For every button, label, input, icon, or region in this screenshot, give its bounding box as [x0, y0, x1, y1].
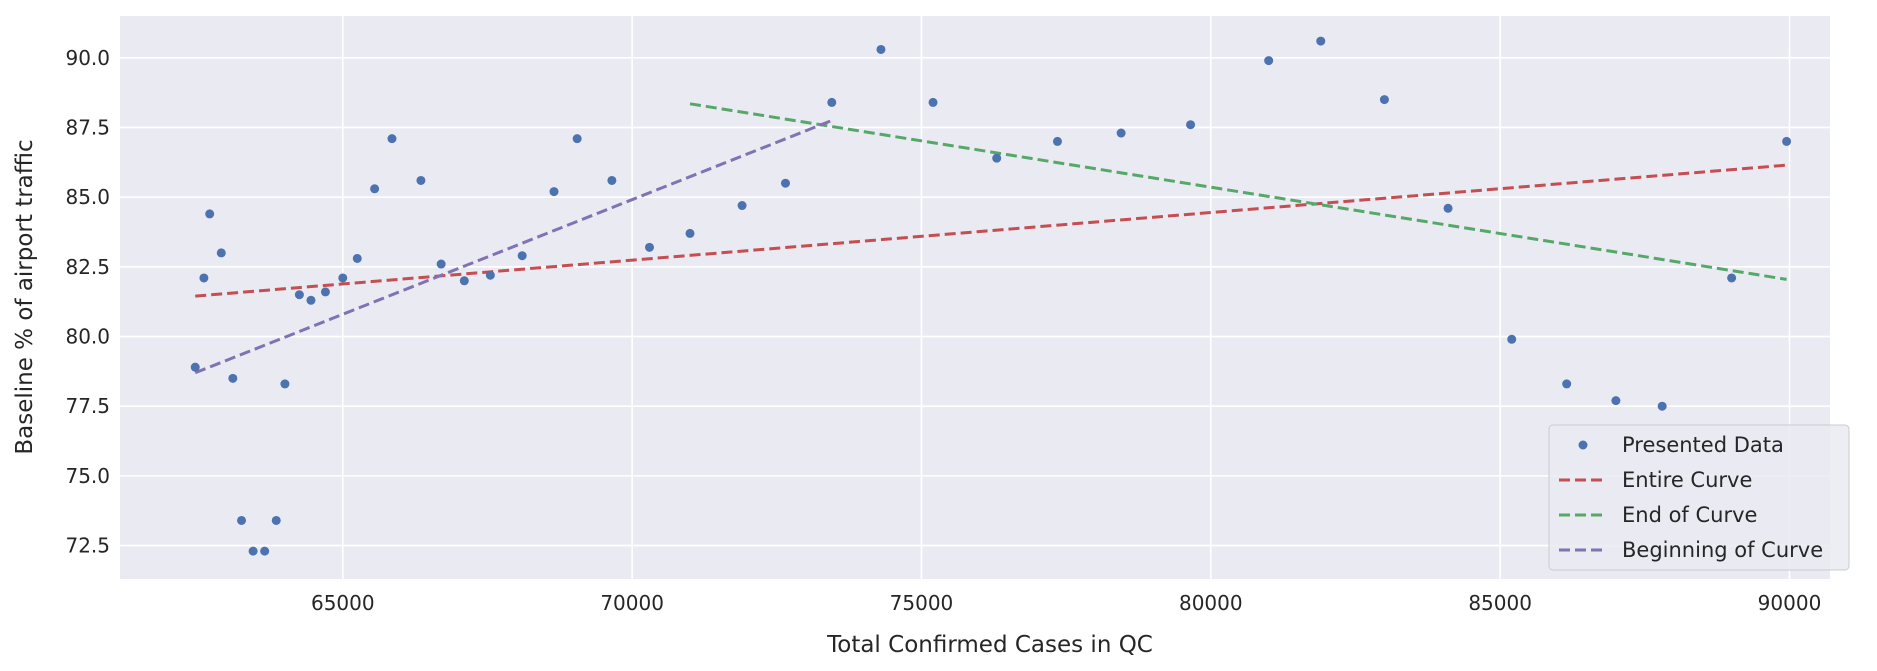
data-point: [271, 515, 281, 525]
data-point: [992, 153, 1002, 163]
data-point: [280, 379, 290, 389]
x-axis-ticks: 65000 70000 75000 80000 85000 90000: [311, 591, 1821, 615]
legend-label: Presented Data: [1622, 433, 1784, 457]
data-point: [780, 178, 790, 188]
y-tick-label: 80.0: [65, 325, 110, 349]
data-point: [190, 362, 200, 372]
end-of-curve-line: [689, 102, 1787, 281]
data-point: [1379, 95, 1389, 105]
data-point: [485, 270, 495, 280]
data-point: [306, 295, 316, 305]
data-point: [370, 184, 380, 194]
entire-curve-line: [195, 163, 1787, 298]
y-tick-label: 85.0: [65, 185, 110, 209]
data-point: [1657, 401, 1667, 411]
grid-lines: [120, 16, 1830, 579]
data-point: [294, 290, 304, 300]
data-point: [387, 134, 397, 144]
data-point: [205, 209, 215, 219]
data-point: [248, 546, 258, 556]
data-point: [1507, 334, 1517, 344]
data-point: [572, 134, 582, 144]
y-axis-label: Baseline % of airport traffic: [12, 139, 38, 454]
y-axis-ticks: 72.5 75.0 77.5 80.0 82.5 85.0 87.5 90.0: [65, 46, 110, 558]
data-point: [827, 97, 837, 107]
data-point: [338, 273, 348, 283]
y-tick-label: 77.5: [65, 394, 110, 418]
data-point: [260, 546, 270, 556]
x-axis-label: Total Confirmed Cases in QC: [826, 632, 1153, 658]
data-point: [199, 273, 209, 283]
y-tick-label: 90.0: [65, 46, 110, 70]
x-tick-label: 70000: [600, 591, 664, 615]
data-point: [237, 515, 247, 525]
data-point: [1186, 120, 1196, 130]
data-point: [1116, 128, 1126, 138]
legend-label: End of Curve: [1622, 503, 1757, 527]
x-tick-label: 75000: [890, 591, 954, 615]
y-tick-label: 82.5: [65, 255, 110, 279]
x-tick-label: 65000: [311, 591, 375, 615]
data-point: [1782, 136, 1792, 146]
data-point: [1727, 273, 1737, 283]
data-point: [607, 175, 617, 185]
plot-background: [120, 16, 1830, 579]
y-tick-label: 75.0: [65, 464, 110, 488]
data-point: [352, 253, 362, 263]
data-point: [228, 373, 238, 383]
y-tick-label: 87.5: [65, 115, 110, 139]
data-point: [1611, 396, 1621, 406]
data-point: [216, 248, 226, 258]
data-point: [549, 187, 559, 197]
legend-label: Beginning of Curve: [1622, 538, 1823, 562]
data-point: [517, 251, 527, 261]
data-point: [416, 175, 426, 185]
data-point: [459, 276, 469, 286]
legend-box: [1548, 424, 1850, 571]
data-point: [436, 259, 446, 269]
data-point: [1316, 36, 1326, 46]
data-point: [876, 44, 886, 54]
data-point: [928, 97, 938, 107]
data-point: [1264, 56, 1274, 66]
data-point: [1443, 203, 1453, 213]
data-point: [737, 201, 747, 211]
x-tick-label: 80000: [1179, 591, 1243, 615]
data-point: [320, 287, 330, 297]
data-point: [1562, 379, 1572, 389]
trend-lines: [194, 102, 1787, 375]
data-point: [644, 242, 654, 252]
y-tick-label: 72.5: [65, 534, 110, 558]
data-points: [190, 36, 1792, 556]
x-tick-label: 90000: [1758, 591, 1822, 615]
legend-marker: [1578, 440, 1588, 450]
x-tick-label: 85000: [1468, 591, 1532, 615]
data-point: [685, 228, 695, 238]
legend-label: Entire Curve: [1622, 468, 1752, 492]
data-point: [1052, 136, 1062, 146]
beginning-of-curve-line: [194, 119, 833, 375]
legend: Presented Data Entire Curve End of Curve Be…: [1548, 424, 1850, 571]
